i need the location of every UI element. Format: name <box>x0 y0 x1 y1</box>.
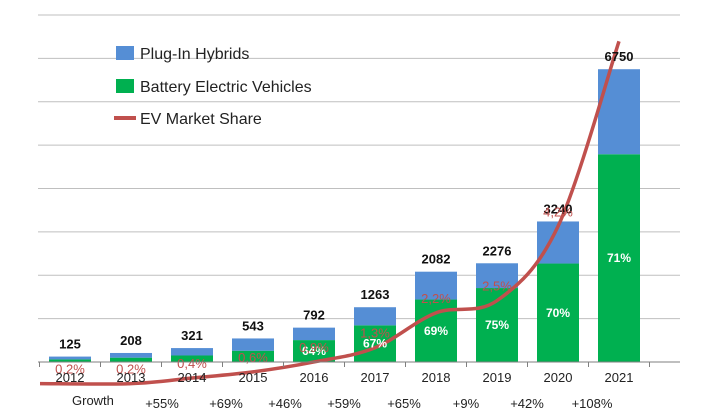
total-label: 321 <box>181 328 203 343</box>
data-labels: 125 0,2% 208 0,2% 321 0,4% 543 0,6% 792 64%0,9% 12… <box>55 49 633 376</box>
bar-phev-2019 <box>476 263 518 289</box>
total-label: 2276 <box>483 243 512 258</box>
x-tick-label: 2020 <box>544 370 573 385</box>
bev-share-label: 67% <box>363 337 387 351</box>
market-share-label: 0,9% <box>299 340 329 355</box>
market-share-label: 0,6% <box>238 350 268 365</box>
bars <box>49 69 640 362</box>
growth-value: +108% <box>572 396 613 411</box>
bar-bev-2012 <box>49 359 91 362</box>
market-share-label: 2,5% <box>482 279 512 294</box>
x-tick-label: 2012 <box>56 370 85 385</box>
market-share-label: 0,2% <box>116 362 146 377</box>
bar-bev-2017 <box>354 325 396 362</box>
total-label: 208 <box>120 333 142 348</box>
total-label: 792 <box>303 308 325 323</box>
growth-label: Growth <box>72 393 114 408</box>
market-share-label: 1,3% <box>360 326 390 341</box>
x-axis: 2012 2013 2014 2015 2016 2017 2018 2019 2020 2021 <box>38 361 680 385</box>
x-tick-label: 2013 <box>117 370 146 385</box>
market-share-label: 4,2% <box>543 204 573 219</box>
total-label: 3240 <box>544 201 573 216</box>
x-tick-label: 2021 <box>605 370 634 385</box>
bar-bev-2013 <box>110 357 152 362</box>
x-tick-label: 2018 <box>422 370 451 385</box>
bev-share-label: 69% <box>424 324 448 338</box>
market-share-label: 0,4% <box>177 356 207 371</box>
bar-phev-2021 <box>598 69 640 155</box>
bar-bev-2014 <box>171 355 213 362</box>
x-tick-label: 2016 <box>300 370 329 385</box>
x-tick-label: 2017 <box>361 370 390 385</box>
bev-share-label: 70% <box>546 306 570 320</box>
legend-label-phev: Plug-In Hybrids <box>140 46 249 63</box>
market-share-label: 2,2% <box>421 291 451 306</box>
legend: Plug-In Hybrids Battery Electric Vehicles… <box>114 46 312 128</box>
total-label: 6750 <box>605 49 634 64</box>
total-label: 125 <box>59 337 81 352</box>
legend-swatch-phev <box>116 46 134 60</box>
total-label: 543 <box>242 318 264 333</box>
bar-phev-2013 <box>110 352 152 358</box>
total-label: 2082 <box>422 252 451 267</box>
growth-value: +9% <box>453 396 480 411</box>
bar-bev-2015 <box>232 350 274 362</box>
bar-phev-2012 <box>49 356 91 360</box>
growth-value: +69% <box>209 396 243 411</box>
bar-phev-2014 <box>171 348 213 356</box>
bar-phev-2017 <box>354 307 396 326</box>
bar-bev-2021 <box>598 154 640 362</box>
x-tick-label: 2019 <box>483 370 512 385</box>
growth-value: +46% <box>268 396 302 411</box>
growth-value: +65% <box>387 396 421 411</box>
gridlines <box>38 14 680 320</box>
bev-share-label: 75% <box>485 318 509 332</box>
bev-share-label: 71% <box>607 251 631 265</box>
x-tick-label: 2015 <box>239 370 268 385</box>
bar-phev-2016 <box>293 327 335 341</box>
legend-swatch-bev <box>116 79 134 93</box>
bar-bev-2016 <box>293 340 335 362</box>
bar-phev-2015 <box>232 338 274 351</box>
bar-phev-2018 <box>415 271 457 300</box>
legend-label-share: EV Market Share <box>140 111 262 128</box>
x-tick-label: 2014 <box>178 370 207 385</box>
market-share-line <box>39 40 621 386</box>
growth-value: +59% <box>327 396 361 411</box>
market-share-curve <box>39 40 621 386</box>
market-share-label: 0,2% <box>55 362 85 377</box>
total-label: 1263 <box>361 287 390 302</box>
bev-share-label: 64% <box>302 344 326 358</box>
growth-row: Growth +55% +69% +46% +59% +65% +9% +42% +108% <box>72 393 613 411</box>
growth-value: +42% <box>510 396 544 411</box>
bar-bev-2020 <box>537 263 579 362</box>
growth-value: +55% <box>145 396 179 411</box>
legend-label-bev: Battery Electric Vehicles <box>140 79 312 96</box>
